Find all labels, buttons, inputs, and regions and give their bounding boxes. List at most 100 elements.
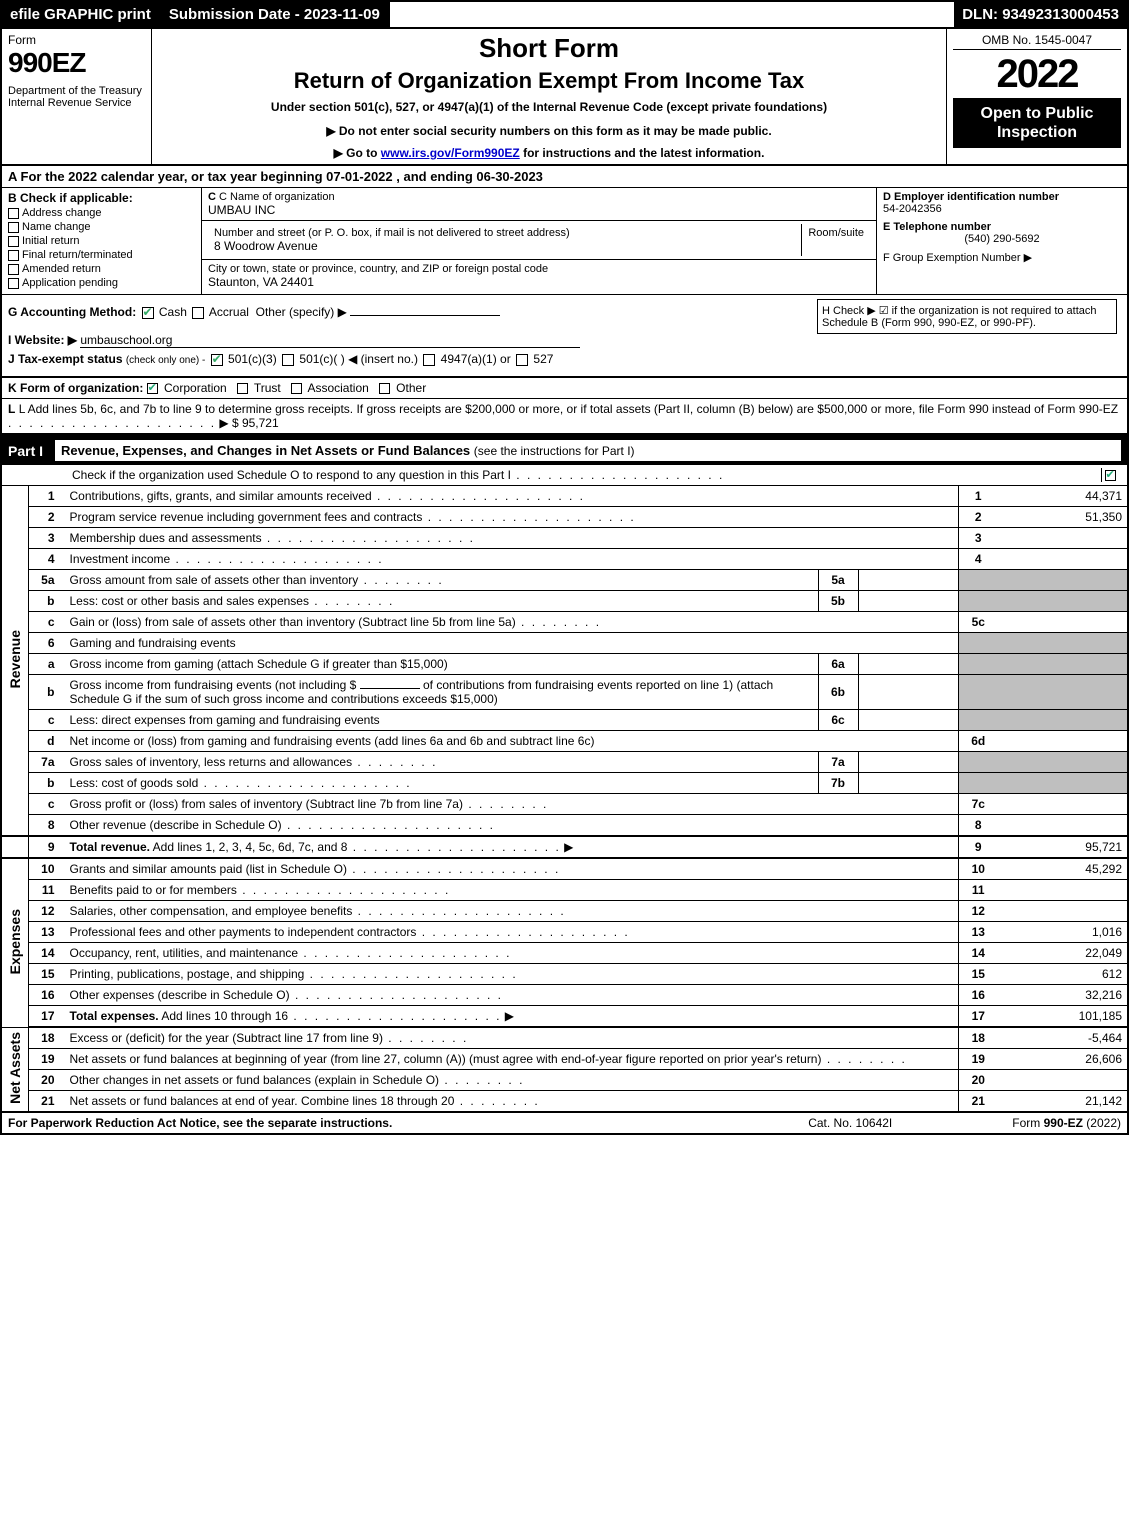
line-5a: 5a Gross amount from sale of assets othe…: [1, 570, 1128, 591]
line-7c-value: [998, 794, 1128, 815]
line-12-value: [998, 901, 1128, 922]
line-14: 14 Occupancy, rent, utilities, and maint…: [1, 943, 1128, 964]
org-name-value: UMBAU INC: [208, 203, 870, 217]
line-8-value: [998, 815, 1128, 837]
line-5b-value: [858, 591, 958, 612]
line-19-value: 26,606: [998, 1049, 1128, 1070]
efile-label: efile GRAPHIC print: [2, 2, 161, 27]
check-schedule-o: Check if the organization used Schedule …: [0, 465, 1129, 486]
line-5c: c Gain or (loss) from sale of assets oth…: [1, 612, 1128, 633]
line-21-value: 21,142: [998, 1091, 1128, 1113]
line-6a: a Gross income from gaming (attach Sched…: [1, 654, 1128, 675]
cb-application-pending[interactable]: Application pending: [8, 277, 195, 289]
line-5c-value: [998, 612, 1128, 633]
line-i: I Website: ▶ umbauschool.org: [8, 333, 1121, 348]
line-a: A For the 2022 calendar year, or tax yea…: [0, 166, 1129, 188]
cb-501c3[interactable]: [211, 354, 223, 366]
street-label: Number and street (or P. O. box, if mail…: [214, 227, 795, 239]
line-l-value: 95,721: [242, 416, 279, 430]
line-6: 6 Gaming and fundraising events: [1, 633, 1128, 654]
line-11: 11 Benefits paid to or for members 11: [1, 880, 1128, 901]
city-block: City or town, state or province, country…: [202, 260, 876, 292]
line-18: Net Assets 18 Excess or (deficit) for th…: [1, 1027, 1128, 1049]
line-7b-value: [858, 773, 958, 794]
block-ghij: H Check ▶ ☑ if the organization is not r…: [0, 295, 1129, 377]
cb-address-change[interactable]: Address change: [8, 207, 195, 219]
city-label: City or town, state or province, country…: [208, 263, 870, 275]
line-7b: b Less: cost of goods sold 7b: [1, 773, 1128, 794]
footer-center: Cat. No. 10642I: [808, 1116, 892, 1130]
irs-link[interactable]: www.irs.gov/Form990EZ: [381, 146, 520, 160]
cb-schedule-o[interactable]: [1105, 470, 1116, 481]
cat-revenue: Revenue: [7, 630, 23, 688]
line-6b: b Gross income from fundraising events (…: [1, 675, 1128, 710]
line-13-value: 1,016: [998, 922, 1128, 943]
block-bcdef: B Check if applicable: Address change Na…: [0, 188, 1129, 295]
cb-other[interactable]: [379, 383, 390, 394]
line-4: 4 Investment income 4: [1, 549, 1128, 570]
line-5a-value: [858, 570, 958, 591]
header-right: OMB No. 1545-0047 2022 Open to Public In…: [947, 29, 1127, 164]
other-method-input[interactable]: [350, 315, 500, 316]
line-13: 13 Professional fees and other payments …: [1, 922, 1128, 943]
cb-initial-return[interactable]: Initial return: [8, 235, 195, 247]
go-to-line: ▶ Go to www.irs.gov/Form990EZ for instru…: [158, 146, 940, 160]
top-bar: efile GRAPHIC print Submission Date - 20…: [0, 0, 1129, 29]
cb-accrual[interactable]: [192, 307, 204, 319]
cb-4947[interactable]: [423, 354, 435, 366]
line-2: 2 Program service revenue including gove…: [1, 507, 1128, 528]
line-11-value: [998, 880, 1128, 901]
short-form-title: Short Form: [158, 33, 940, 64]
line-20: 20 Other changes in net assets or fund b…: [1, 1070, 1128, 1091]
line-6a-value: [858, 654, 958, 675]
cb-name-change[interactable]: Name change: [8, 221, 195, 233]
line-j: J Tax-exempt status (check only one) - 5…: [8, 352, 1121, 366]
part-number: Part I: [8, 443, 55, 459]
line-7a: 7a Gross sales of inventory, less return…: [1, 752, 1128, 773]
cat-expenses: Expenses: [7, 909, 23, 974]
line-7a-value: [858, 752, 958, 773]
street-value: 8 Woodrow Avenue: [214, 239, 795, 253]
line-k: K Form of organization: Corporation Trus…: [0, 377, 1129, 399]
line-6c-value: [858, 710, 958, 731]
irs-label: Internal Revenue Service: [8, 97, 145, 109]
line-16: 16 Other expenses (describe in Schedule …: [1, 985, 1128, 1006]
line-7c: c Gross profit or (loss) from sales of i…: [1, 794, 1128, 815]
cb-association[interactable]: [291, 383, 302, 394]
dept-treasury: Department of the Treasury: [8, 85, 145, 97]
org-name-block: C C Name of organization UMBAU INC: [202, 188, 876, 221]
form-word: Form: [8, 33, 145, 47]
line-10: Expenses 10 Grants and similar amounts p…: [1, 858, 1128, 880]
line-l: L L Add lines 5b, 6c, and 7b to line 9 t…: [0, 399, 1129, 434]
line-9: 9 Total revenue. Add lines 1, 2, 3, 4, 5…: [1, 836, 1128, 858]
lines-table: Revenue 1 Contributions, gifts, grants, …: [0, 486, 1129, 1113]
line-6d-value: [998, 731, 1128, 752]
open-to-public: Open to Public Inspection: [953, 98, 1121, 148]
section-def: D Employer identification number 54-2042…: [877, 188, 1127, 294]
line-17: 17 Total expenses. Add lines 10 through …: [1, 1006, 1128, 1028]
line-6b-value: [858, 675, 958, 710]
line-4-value: [998, 549, 1128, 570]
part-1-header: Part I Revenue, Expenses, and Changes in…: [0, 434, 1129, 465]
omb-number: OMB No. 1545-0047: [953, 33, 1121, 50]
room-suite: Room/suite: [802, 224, 870, 256]
cb-amended-return[interactable]: Amended return: [8, 263, 195, 275]
cb-cash[interactable]: [142, 307, 154, 319]
cb-527[interactable]: [516, 354, 528, 366]
cb-trust[interactable]: [237, 383, 248, 394]
cb-501c[interactable]: [282, 354, 294, 366]
line-6b-amount-input[interactable]: [360, 688, 420, 689]
street-block: Number and street (or P. O. box, if mail…: [202, 221, 876, 260]
form-number: 990EZ: [8, 47, 145, 79]
cb-final-return[interactable]: Final return/terminated: [8, 249, 195, 261]
line-15: 15 Printing, publications, postage, and …: [1, 964, 1128, 985]
cb-corporation[interactable]: [147, 383, 158, 394]
line-17-value: 101,185: [998, 1006, 1128, 1028]
tax-year: 2022: [953, 54, 1121, 94]
header-left: Form 990EZ Department of the Treasury In…: [2, 29, 152, 164]
line-16-value: 32,216: [998, 985, 1128, 1006]
header-center: Short Form Return of Organization Exempt…: [152, 29, 947, 164]
under-section: Under section 501(c), 527, or 4947(a)(1)…: [158, 100, 940, 114]
line-18-value: -5,464: [998, 1027, 1128, 1049]
footer-left: For Paperwork Reduction Act Notice, see …: [8, 1116, 808, 1130]
